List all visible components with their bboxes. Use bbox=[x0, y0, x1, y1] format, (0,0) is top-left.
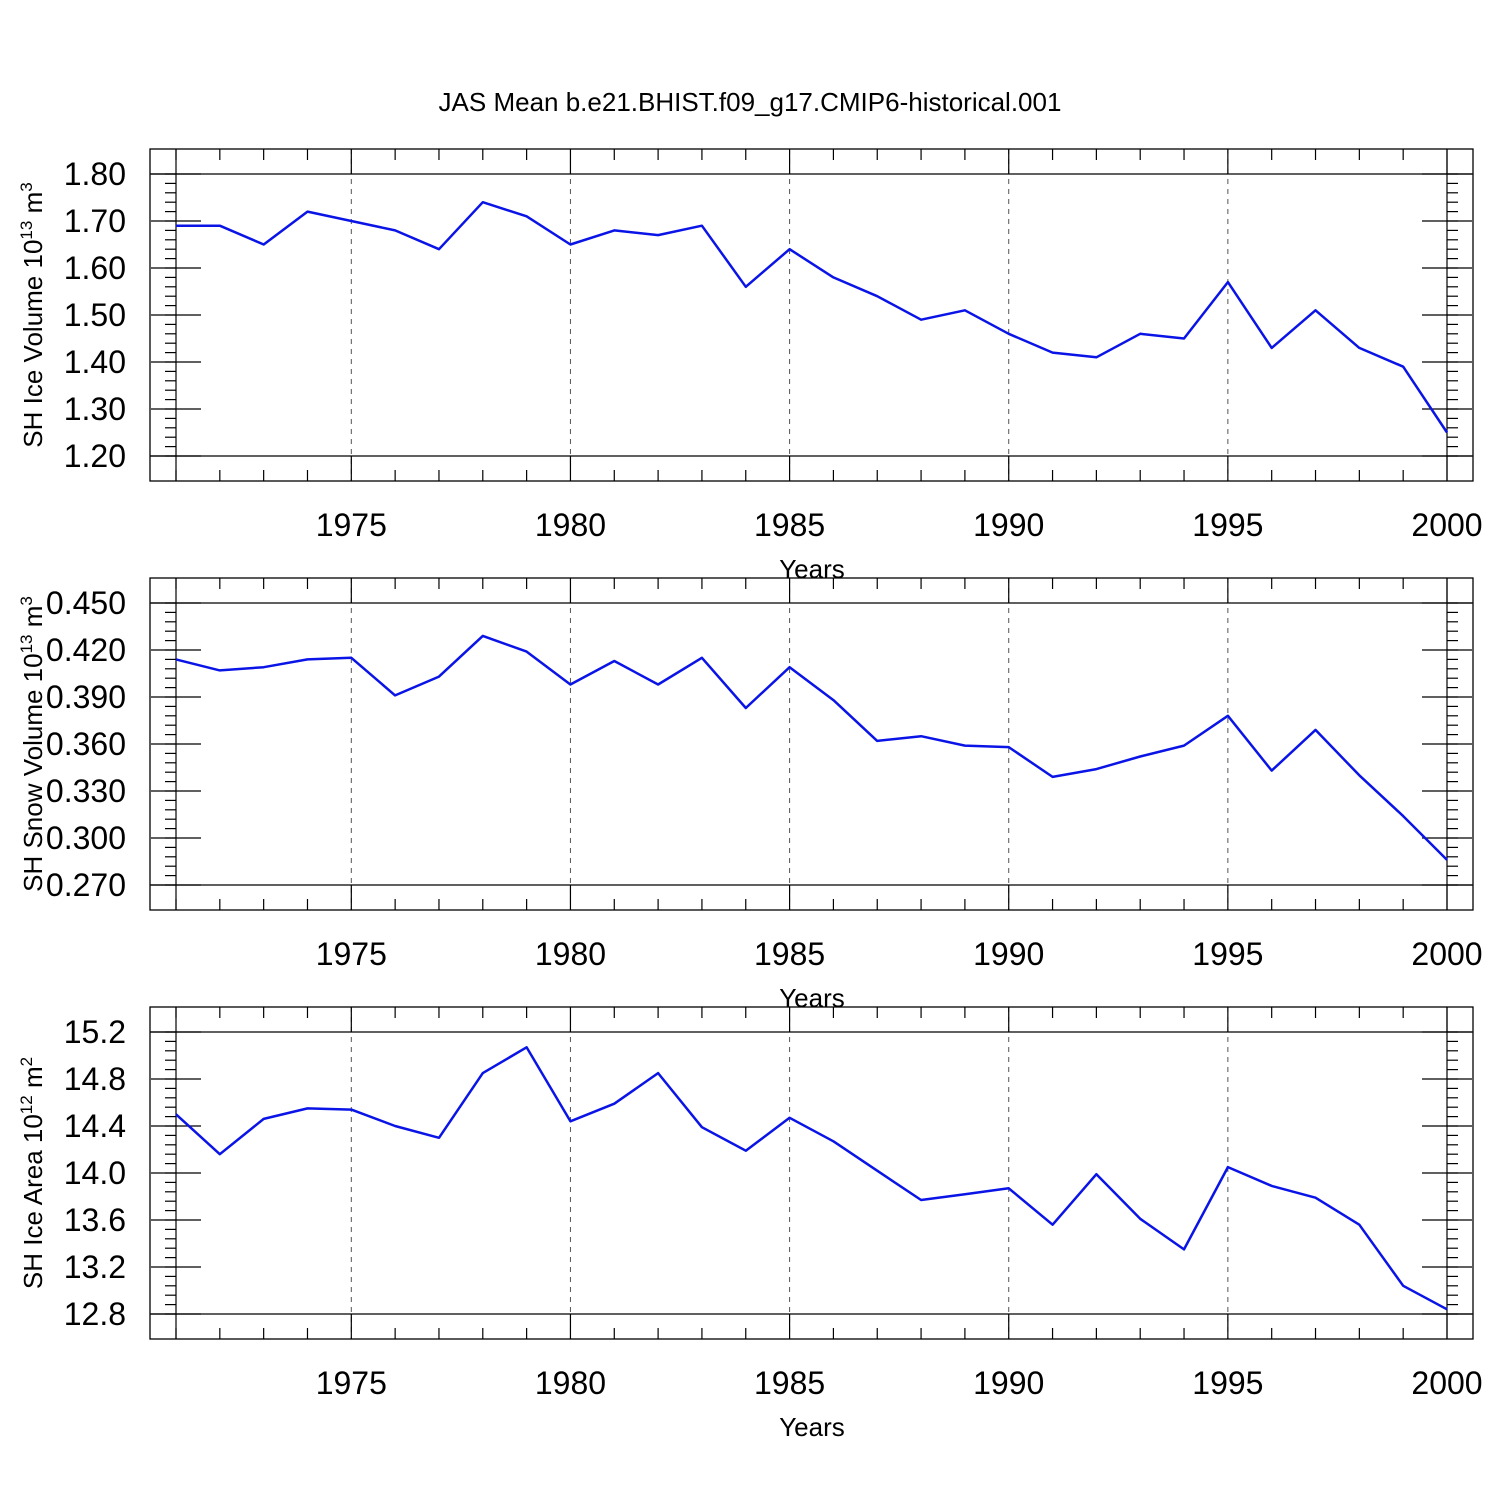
x-tick-label: 1980 bbox=[535, 507, 606, 543]
series-line bbox=[175, 1046, 1448, 1311]
y-tick-label: 0.420 bbox=[46, 632, 126, 668]
plot-frame bbox=[149, 148, 1474, 482]
y-tick-label: 0.330 bbox=[46, 773, 126, 809]
x-tick-label: 2000 bbox=[1411, 936, 1482, 972]
x-tick-label: 1995 bbox=[1192, 936, 1263, 972]
y-tick-label: 0.450 bbox=[46, 585, 126, 621]
y-tick-label: 0.300 bbox=[46, 820, 126, 856]
x-tick-label: 2000 bbox=[1411, 507, 1482, 543]
y-axis-label-part: 13 bbox=[17, 634, 36, 653]
y-tick-label: 15.2 bbox=[64, 1014, 126, 1050]
figure-title: JAS Mean b.e21.BHIST.f09_g17.CMIP6-histo… bbox=[439, 87, 1062, 117]
y-tick-label: 14.4 bbox=[64, 1108, 126, 1144]
panel-2: 0.270 0.300 0.330 0.360 0.390 0.420 0.450 1975 1… bbox=[17, 577, 1483, 1013]
y-axis-label-part: m bbox=[18, 1066, 48, 1095]
y-tick-label: 1.20 bbox=[64, 438, 126, 474]
y-axis-label-part: 3 bbox=[17, 596, 36, 605]
x-axis-label: Years bbox=[779, 1412, 845, 1442]
y-tick-label: 1.50 bbox=[64, 297, 126, 333]
y-axis-label: SH Ice Area 1012 m2 bbox=[17, 1057, 48, 1289]
x-tick-label: 1985 bbox=[754, 936, 825, 972]
x-tick-label: 1990 bbox=[973, 507, 1044, 543]
plot-frame bbox=[149, 1006, 1474, 1340]
x-tick-label: 2000 bbox=[1411, 1365, 1482, 1401]
x-tick-label: 1990 bbox=[973, 936, 1044, 972]
x-tick-label: 1980 bbox=[535, 936, 606, 972]
y-tick-label: 14.8 bbox=[64, 1061, 126, 1097]
panel-1: 1.20 1.30 1.40 1.50 1.60 1.70 1.80 1975 1980 1985… bbox=[17, 148, 1483, 584]
series-line bbox=[175, 634, 1448, 861]
y-axis-label: SH Snow Volume 1013 m3 bbox=[17, 596, 48, 892]
x-tick-label: 1975 bbox=[316, 1365, 387, 1401]
y-axis-label-part: SH Snow Volume 10 bbox=[18, 653, 48, 891]
y-axis-label-part: 12 bbox=[17, 1095, 36, 1114]
x-tick-label: 1995 bbox=[1192, 507, 1263, 543]
y-tick-label: 0.390 bbox=[46, 679, 126, 715]
y-tick-label: 1.60 bbox=[64, 250, 126, 286]
y-tick-label: 1.40 bbox=[64, 344, 126, 380]
x-tick-label: 1980 bbox=[535, 1365, 606, 1401]
y-axis-label-part: m bbox=[18, 606, 48, 635]
y-axis-label: SH Ice Volume 1013 m3 bbox=[17, 182, 48, 447]
y-axis-label-part: 2 bbox=[17, 1057, 36, 1066]
panel-3: 12.8 13.2 13.6 14.0 14.4 14.8 15.2 1975 1980 1985… bbox=[17, 1006, 1483, 1442]
y-axis-label-part: 3 bbox=[17, 182, 36, 191]
y-tick-label: 1.70 bbox=[64, 203, 126, 239]
y-tick-label: 0.270 bbox=[46, 867, 126, 903]
y-tick-label: 14.0 bbox=[64, 1155, 126, 1191]
y-axis-label-part: 13 bbox=[17, 221, 36, 240]
y-tick-label: 1.30 bbox=[64, 391, 126, 427]
x-tick-label: 1975 bbox=[316, 936, 387, 972]
y-tick-label: 13.6 bbox=[64, 1202, 126, 1238]
x-tick-label: 1995 bbox=[1192, 1365, 1263, 1401]
y-tick-label: 12.8 bbox=[64, 1296, 126, 1332]
y-tick-label: 13.2 bbox=[64, 1249, 126, 1285]
x-tick-label: 1975 bbox=[316, 507, 387, 543]
y-tick-label: 1.80 bbox=[64, 156, 126, 192]
series-line bbox=[176, 200, 1449, 434]
plot-frame bbox=[149, 577, 1474, 911]
x-tick-label: 1985 bbox=[754, 507, 825, 543]
x-tick-label: 1985 bbox=[754, 1365, 825, 1401]
y-axis-label-part: m bbox=[18, 192, 48, 221]
x-tick-label: 1990 bbox=[973, 1365, 1044, 1401]
y-axis-label-part: SH Ice Volume 10 bbox=[18, 240, 48, 448]
y-axis-label-part: SH Ice Area 10 bbox=[18, 1114, 48, 1289]
y-tick-label: 0.360 bbox=[46, 726, 126, 762]
